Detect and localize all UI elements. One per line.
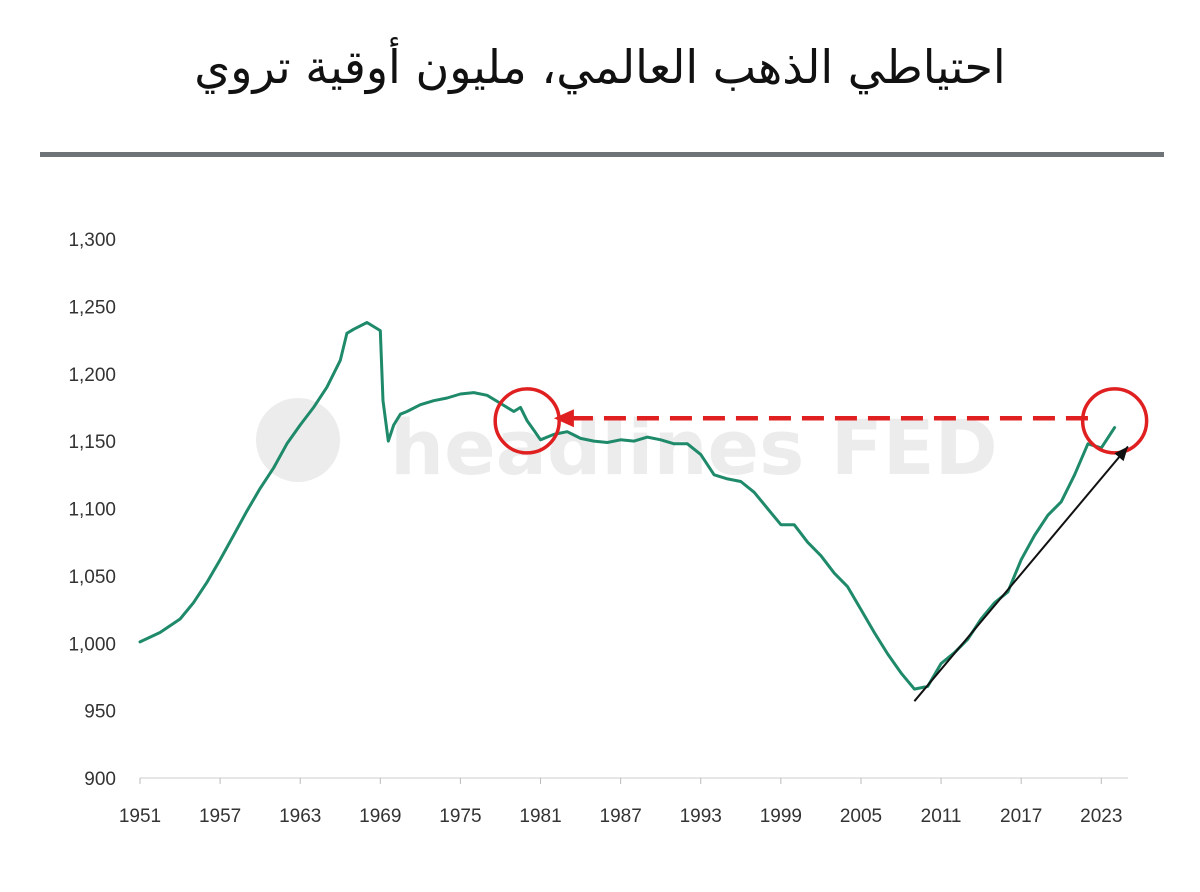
x-tick-label: 1987 — [600, 806, 642, 827]
chart-title: احتياطي الذهب العالمي، مليون أوقية تروي — [194, 40, 1006, 94]
axes: 900 950 1,000 1,050 1,100 1,150 1,200 1,250 1,30… — [68, 230, 1128, 827]
y-tick-label: 1,050 — [68, 567, 116, 588]
trend-arrow-line — [913, 445, 1129, 702]
series-layer — [138, 321, 1117, 691]
trend-arrow-head — [1114, 446, 1128, 462]
y-tick-label: 1,250 — [68, 297, 116, 318]
x-tick-label: 1957 — [199, 806, 241, 827]
x-tick-label: 1981 — [519, 806, 561, 827]
highlight-circle — [493, 387, 561, 455]
y-tick-label: 900 — [84, 769, 116, 790]
y-tick-label: 950 — [84, 702, 116, 723]
x-tick-label: 2017 — [1000, 806, 1042, 827]
title-divider — [40, 152, 1164, 157]
x-tick-label: 1999 — [760, 806, 802, 827]
x-tick-label: 1963 — [279, 806, 321, 827]
watermark-logo-icon — [256, 398, 340, 482]
x-tick-label: 2023 — [1080, 806, 1122, 827]
x-tick-label: 1993 — [680, 806, 722, 827]
y-tick-label: 1,000 — [68, 634, 116, 655]
x-tick-label: 2011 — [921, 806, 962, 827]
y-tick-label: 1,200 — [68, 365, 116, 386]
dashed-arrow-head — [553, 409, 574, 428]
x-tick-label: 1975 — [439, 806, 481, 827]
x-tick-label: 2005 — [840, 806, 882, 827]
y-tick-label: 1,100 — [68, 500, 116, 521]
series-line — [138, 321, 1117, 691]
y-tick-label: 1,300 — [68, 230, 116, 251]
x-tick-label: 1969 — [359, 806, 401, 827]
y-tick-label: 1,150 — [68, 432, 116, 453]
highlight-circle — [1080, 387, 1149, 455]
annotations-layer — [493, 387, 1149, 702]
x-tick-label: 1951 — [119, 806, 161, 827]
